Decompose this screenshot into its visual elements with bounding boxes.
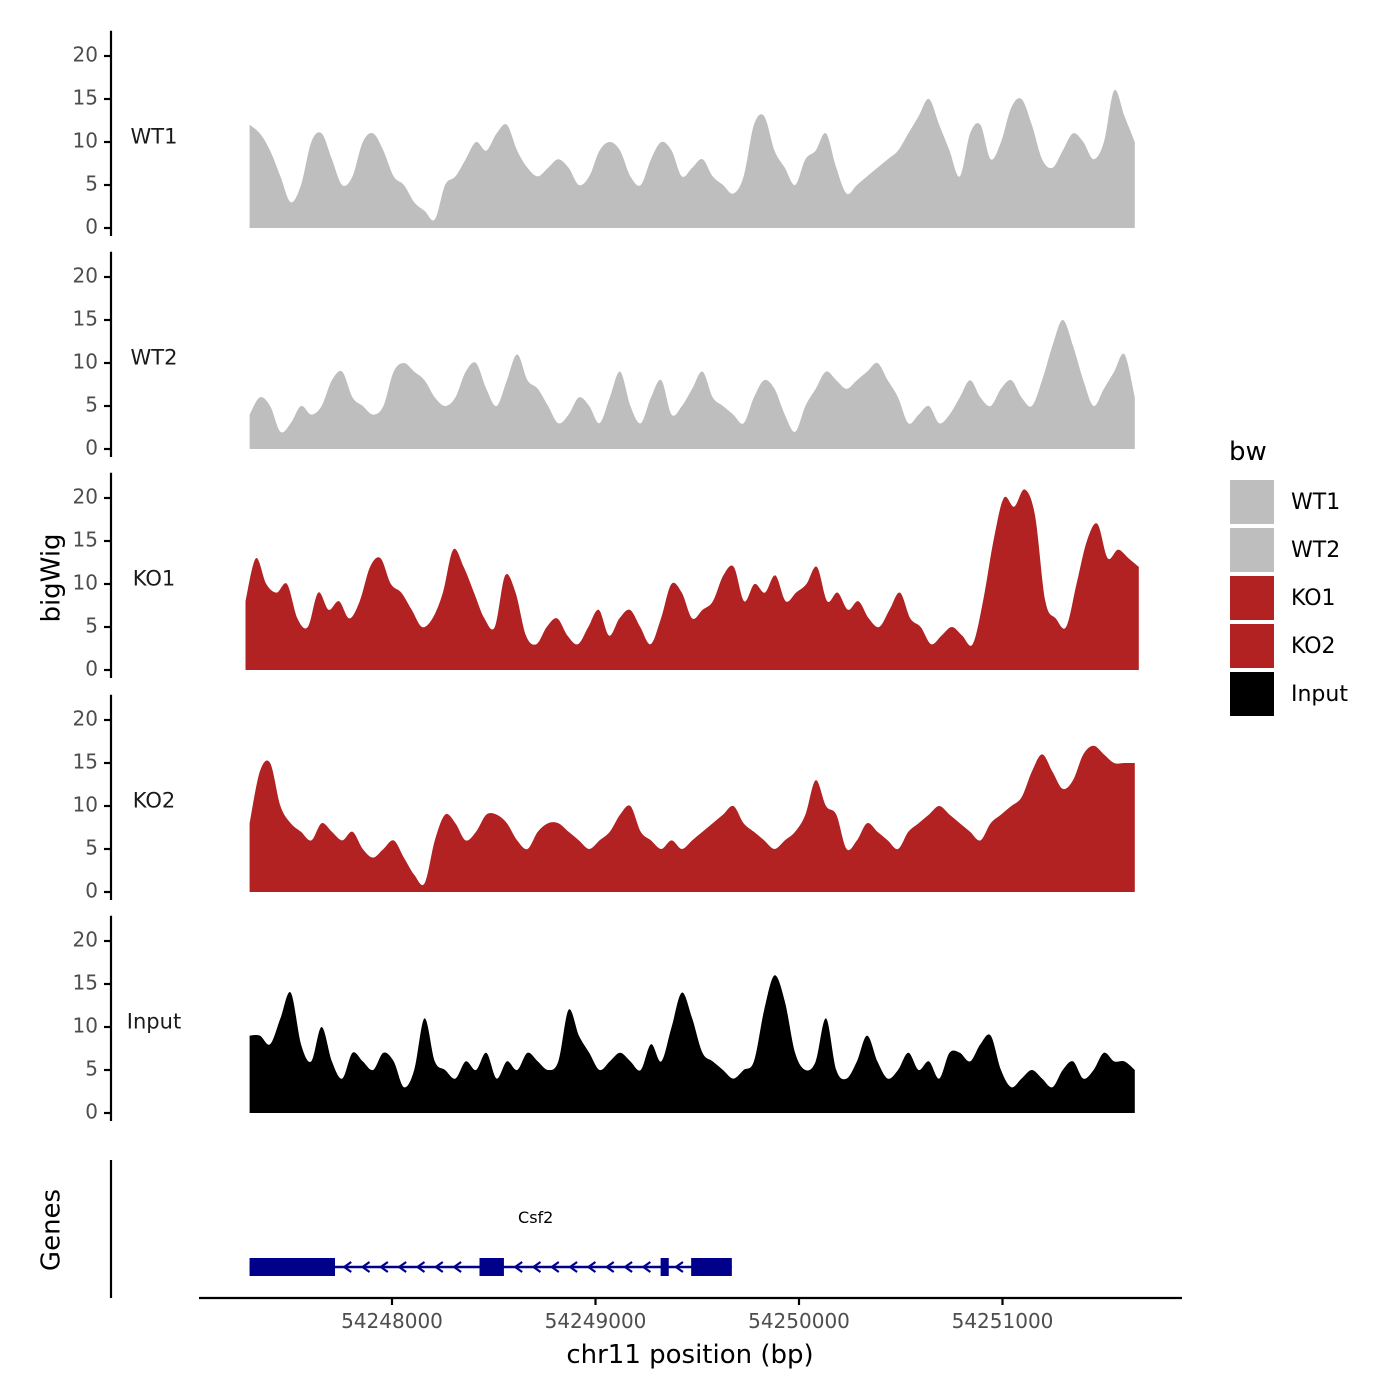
strand-arrow xyxy=(433,1261,444,1273)
legend-title: bw xyxy=(1229,437,1267,467)
y-tick-label: 20 xyxy=(73,485,98,509)
strand-arrow xyxy=(568,1261,578,1273)
strand-arrow xyxy=(549,1261,560,1273)
y-tick-label: 0 xyxy=(85,436,98,460)
track-ko2: 0 5 10 15 20 KO2 xyxy=(73,694,1135,903)
y-tick-label: 20 xyxy=(73,928,98,952)
y-tick-label: 20 xyxy=(73,43,98,67)
y-tick-label: 10 xyxy=(73,129,98,153)
gene-label: Csf2 xyxy=(518,1208,553,1227)
track-label-ko1: KO1 xyxy=(133,567,176,591)
strand-arrow xyxy=(531,1261,542,1273)
genes-panel-label: Genes xyxy=(37,1189,67,1271)
signal-area-ko1 xyxy=(245,489,1139,670)
strand-arrow xyxy=(604,1261,615,1273)
y-tick-label: 15 xyxy=(73,528,98,552)
track-input: 0 5 10 15 20 Input xyxy=(73,915,1135,1124)
strand-arrow xyxy=(342,1261,352,1273)
track-label-ko2: KO2 xyxy=(133,789,176,813)
track-label-input: Input xyxy=(127,1010,181,1034)
gene-exon xyxy=(249,1258,336,1276)
gene-exon xyxy=(479,1258,504,1276)
signal-tracks: 0 5 10 15 20 WT1 0 5 10 15 20 WT2 0 5 10 15 20 KO1 0 5 10 15 2… xyxy=(73,30,1139,1124)
signal-area-wt1 xyxy=(249,89,1135,228)
track-label-wt1: WT1 xyxy=(131,125,178,149)
strand-arrow xyxy=(674,1261,684,1273)
signal-area-wt2 xyxy=(249,320,1135,449)
y-tick-label: 5 xyxy=(85,172,98,196)
strand-arrow xyxy=(623,1261,633,1273)
strand-arrow xyxy=(452,1261,462,1273)
y-tick-label: 5 xyxy=(85,1057,98,1081)
gene-models: Csf2 xyxy=(249,1208,732,1276)
strand-arrow xyxy=(641,1261,652,1273)
signal-area-ko2 xyxy=(249,745,1135,892)
legend-swatch xyxy=(1230,480,1274,524)
legend-swatch xyxy=(1230,528,1274,572)
gene-exon xyxy=(691,1258,732,1276)
strand-arrow xyxy=(378,1261,389,1273)
strand-arrow xyxy=(415,1261,426,1273)
legend-entry-wt1: WT1 xyxy=(1230,480,1340,524)
legend-swatch xyxy=(1230,672,1274,716)
track-label-wt2: WT2 xyxy=(131,346,178,370)
x-axis: 54248000 54249000 54250000 54251000 chr11 p… xyxy=(199,1296,1182,1370)
y-tick-label: 0 xyxy=(85,1100,98,1124)
legend-label: WT2 xyxy=(1291,538,1340,563)
strand-arrow xyxy=(586,1261,597,1273)
y-tick-label: 15 xyxy=(73,971,98,995)
x-tick-label: 54250000 xyxy=(748,1309,850,1333)
gene-csf2: Csf2 xyxy=(249,1208,732,1276)
y-tick-label: 5 xyxy=(85,614,98,638)
x-ticks: 54248000 54249000 54250000 54251000 xyxy=(341,1298,1053,1333)
x-tick-label: 54249000 xyxy=(545,1309,647,1333)
y-tick-label: 10 xyxy=(73,571,98,595)
legend-label: KO2 xyxy=(1291,634,1336,659)
legend-label: KO1 xyxy=(1291,586,1336,611)
legend-entries: WT1 WT2 KO1 KO2 Input xyxy=(1230,480,1348,716)
y-axis-title: bigWig xyxy=(37,533,67,622)
y-tick-label: 15 xyxy=(73,86,98,110)
legend-swatch xyxy=(1230,624,1274,668)
x-axis-title: chr11 position (bp) xyxy=(566,1340,813,1370)
track-ko1: 0 5 10 15 20 KO1 xyxy=(73,472,1139,681)
y-tick-label: 20 xyxy=(73,707,98,731)
y-tick-label: 20 xyxy=(73,264,98,288)
y-tick-label: 0 xyxy=(85,879,98,903)
track-wt1: 0 5 10 15 20 WT1 xyxy=(73,30,1135,239)
legend-entry-ko2: KO2 xyxy=(1230,624,1336,668)
y-tick-label: 10 xyxy=(73,350,98,374)
x-tick-label: 54251000 xyxy=(952,1309,1054,1333)
strand-arrow xyxy=(397,1261,407,1273)
genes-panel: Genes Csf2 xyxy=(37,1160,732,1298)
strand-arrow xyxy=(513,1261,523,1273)
signal-area-input xyxy=(249,975,1135,1113)
y-tick-label: 15 xyxy=(73,750,98,774)
x-tick-label: 54248000 xyxy=(341,1309,443,1333)
legend-entry-input: Input xyxy=(1230,672,1348,716)
strand-arrow xyxy=(360,1261,371,1273)
legend-swatch xyxy=(1230,576,1274,620)
y-tick-label: 0 xyxy=(85,215,98,239)
legend-entry-wt2: WT2 xyxy=(1230,528,1340,572)
y-tick-label: 10 xyxy=(73,1014,98,1038)
legend: bw WT1 WT2 KO1 KO2 Input xyxy=(1229,437,1348,716)
y-tick-label: 10 xyxy=(73,793,98,817)
legend-label: Input xyxy=(1291,682,1348,707)
y-tick-label: 0 xyxy=(85,657,98,681)
legend-entry-ko1: KO1 xyxy=(1230,576,1336,620)
y-tick-label: 5 xyxy=(85,393,98,417)
legend-label: WT1 xyxy=(1291,490,1340,515)
gene-exon xyxy=(660,1258,669,1276)
y-tick-label: 15 xyxy=(73,307,98,331)
track-wt2: 0 5 10 15 20 WT2 xyxy=(73,251,1135,460)
y-tick-label: 5 xyxy=(85,836,98,860)
